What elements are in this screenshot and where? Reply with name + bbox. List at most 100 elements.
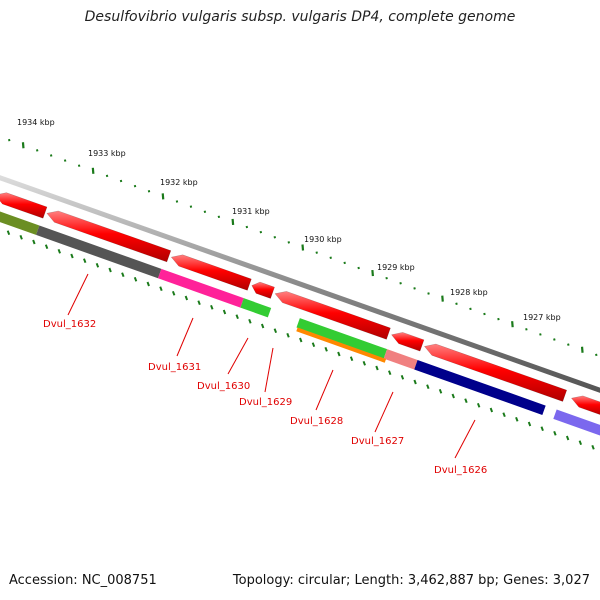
inner-tick [337,351,341,357]
scale-tick [329,256,332,259]
gene-dvul-1628-a[interactable] [296,318,388,359]
inner-tick [108,267,112,273]
forward-gene[interactable] [423,343,568,402]
inner-tick [349,356,354,362]
scale-tick [287,241,290,244]
gene-label[interactable]: Dvul_1628 [290,416,343,427]
scale-tick [385,276,388,280]
scale-label: 1929 kbp [377,263,415,272]
gene-next[interactable] [553,409,600,436]
gene-dvul-1628-b[interactable] [296,327,387,363]
gene-dvul-1631[interactable] [158,268,244,308]
inner-tick [57,248,61,254]
inner-tick [591,444,595,450]
inner-tick [311,342,316,348]
scale-labels: 1934 kbp 1933 kbp 1932 kbp 1931 kbp 1930 kbp… [17,118,561,322]
inner-tick [19,234,23,240]
forward-gene-track [0,192,600,416]
inner-tick [197,300,201,306]
label-leader [67,273,89,316]
forward-gene[interactable] [46,210,172,263]
scale-tick [245,225,249,229]
forward-gene[interactable] [0,192,48,219]
scale-tick [175,200,179,203]
gene-dvul-1626[interactable] [414,360,546,416]
gene-label[interactable]: Dvul_1629 [239,397,292,408]
scale-tick [371,269,374,277]
scale-label: 1930 kbp [304,235,342,244]
forward-gene[interactable] [251,281,275,299]
gene-dvul-1632[interactable] [36,225,162,279]
scale-tick [301,244,305,251]
inner-tick [426,384,430,390]
gene-label[interactable]: Dvul_1630 [197,381,250,392]
inner-tick [362,360,366,366]
outer-tick-track [8,138,598,357]
accession-text: Accession: NC_008751 [9,573,157,588]
inner-tick [133,276,138,282]
scale-tick [427,292,430,295]
label-leader [454,419,476,459]
scale-tick [511,321,514,328]
scale-tick [21,142,25,149]
backbone-line [0,175,600,393]
scale-tick [105,174,109,178]
inner-tick [299,337,303,343]
scale-label: 1927 kbp [523,313,561,322]
scale-label: 1933 kbp [88,149,126,158]
reverse-gene-track [0,211,600,436]
gene-dvul-1627[interactable] [383,349,418,370]
scale-tick [399,282,402,285]
scale-tick [147,190,151,193]
inner-tick [222,309,227,315]
scale-label: 1934 kbp [17,118,55,127]
scale-tick [231,218,235,226]
scale-tick [413,287,416,290]
scale-tick [455,302,458,305]
gene-label[interactable]: Dvul_1627 [351,436,404,447]
gene-label[interactable]: Dvul_1626 [434,465,487,476]
scale-tick [483,312,486,316]
scale-tick [595,353,598,357]
genome-title: Desulfovibrio vulgaris subsp. vulgaris D… [84,9,516,25]
inner-tick [578,440,583,446]
scale-tick [217,215,221,219]
forward-gene[interactable] [274,291,391,340]
scale-tick [525,328,528,331]
label-leader [227,337,249,375]
label-leader [176,317,194,357]
scale-tick [49,154,53,157]
inner-tick [553,430,557,436]
gene-label[interactable]: Dvul_1632 [43,319,96,330]
scale-tick [497,317,500,321]
forward-gene[interactable] [570,395,600,416]
topology-text: Topology: circular; Length: 3,462,887 bp… [232,573,590,588]
scale-tick [91,167,95,174]
scale-tick [133,184,137,188]
gene-previous[interactable] [0,211,40,235]
scale-label: 1931 kbp [232,207,270,216]
inner-tick [260,323,265,329]
inner-tick [565,435,570,441]
inner-tick [324,346,328,352]
inner-tick [171,290,176,296]
genome-backbone [0,175,600,393]
scale-tick [441,295,444,302]
inner-tick [210,304,214,310]
forward-gene[interactable] [170,254,252,291]
gene-label[interactable]: Dvul_1631 [148,362,201,373]
inner-tick [476,402,481,408]
inner-tick [159,286,163,292]
inner-tick [32,239,36,245]
inner-tick [273,328,278,334]
scale-tick [357,266,360,270]
inner-tick [515,416,519,422]
inner-tick [83,258,87,264]
inner-tick [6,230,11,236]
scale-label: 1928 kbp [450,288,488,297]
label-leader [374,391,394,433]
scale-tick [469,307,472,311]
gene-dvul-1630[interactable] [240,298,272,318]
forward-gene[interactable] [391,332,425,352]
